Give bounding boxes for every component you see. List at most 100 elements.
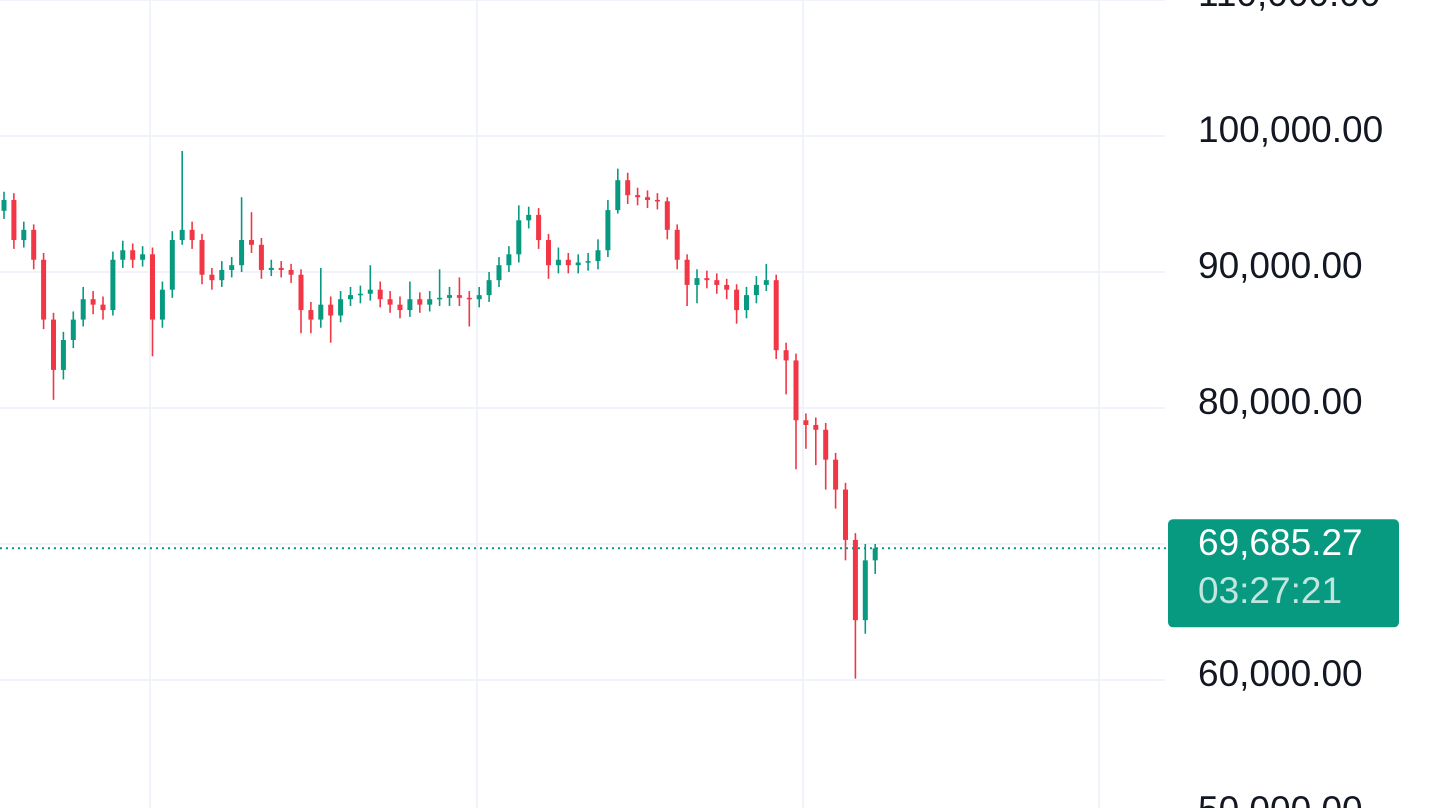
candle-body	[189, 229, 195, 241]
candle-body	[506, 254, 512, 266]
candle-body	[753, 284, 759, 296]
y-tick-label: 80,000.00	[1198, 381, 1363, 422]
last-price-box	[1168, 519, 1399, 628]
candle-body	[724, 284, 730, 290]
candle-body	[249, 240, 254, 245]
candle-body	[843, 489, 848, 540]
candle-body	[169, 240, 175, 290]
candle-body	[348, 295, 353, 300]
candle-body	[466, 297, 472, 300]
y-tick-label: 50,000.00	[1198, 789, 1363, 808]
candle-body	[694, 278, 700, 285]
candle-body	[664, 201, 670, 230]
candle-body	[407, 299, 413, 311]
y-tick-label: 90,000.00	[1198, 245, 1363, 286]
candle-body	[31, 229, 37, 260]
candle-body	[734, 289, 740, 311]
candle-body	[744, 295, 749, 311]
candle-body	[585, 261, 591, 263]
candle-body	[496, 265, 502, 281]
candle-body	[763, 280, 769, 285]
candle-body	[209, 274, 215, 281]
candle-body	[51, 319, 56, 370]
candle-body	[387, 299, 393, 305]
candle-body	[1, 199, 7, 211]
candle-body	[456, 295, 462, 298]
candle-body	[803, 420, 809, 425]
candle-body	[199, 240, 205, 275]
candle-body	[526, 214, 532, 221]
candle-body	[793, 360, 799, 421]
candle-body	[486, 280, 492, 296]
candle-body	[90, 299, 96, 305]
candle-body	[179, 229, 185, 241]
candle-body	[367, 289, 373, 294]
candle-body	[605, 210, 611, 251]
candle-body	[70, 319, 76, 340]
candle-body	[615, 180, 621, 211]
y-tick-label: 60,000.00	[1198, 653, 1363, 694]
candle-body	[60, 340, 66, 370]
candle-body	[872, 548, 878, 561]
candle-body	[120, 250, 126, 260]
y-tick-label: 110,000.00	[1198, 0, 1380, 14]
candle-body	[258, 244, 264, 270]
candle-body	[298, 274, 304, 311]
grid	[0, 0, 1165, 681]
candle-body	[229, 265, 235, 270]
last-price-label: 69,685.27	[1198, 522, 1363, 563]
candle-body	[159, 289, 165, 320]
candle-body	[397, 304, 403, 311]
candle-body	[11, 199, 17, 241]
candle-body	[862, 560, 868, 621]
candle-body	[684, 259, 690, 285]
candle-body	[80, 299, 86, 320]
candle-body	[447, 295, 452, 298]
candle-body	[268, 267, 274, 270]
candle-body	[100, 304, 106, 311]
candle-body	[546, 240, 551, 266]
candle-body	[595, 250, 601, 262]
candle-body	[536, 214, 542, 241]
candle-body	[219, 269, 225, 281]
candle-body	[328, 304, 334, 316]
candle-body	[773, 280, 779, 351]
candle-body	[476, 295, 482, 300]
candle-body	[288, 269, 294, 275]
candle-body	[21, 229, 27, 241]
candle-body	[338, 299, 344, 316]
candle-body	[714, 280, 720, 285]
candle-body	[377, 289, 383, 300]
candle-body	[239, 240, 245, 266]
candle-body	[704, 278, 710, 281]
candle-body	[110, 259, 116, 311]
candle-body	[674, 229, 680, 260]
candle-body	[427, 299, 433, 305]
candle-body	[516, 220, 522, 255]
y-tick-label: 100,000.00	[1198, 109, 1383, 150]
candle-body	[625, 180, 631, 196]
candle-body	[278, 267, 284, 270]
candle-body	[308, 310, 314, 320]
candle-body	[417, 299, 423, 305]
candle-body	[654, 199, 660, 202]
candle-body	[357, 293, 363, 296]
candle-body	[555, 259, 561, 266]
countdown: 03:27:21	[1198, 570, 1342, 611]
candle-body	[783, 350, 789, 361]
price-scale: 50,000.0060,000.0070,000.0080,000.0090,0…	[0, 0, 1399, 808]
candle-body	[437, 297, 443, 300]
candle-body	[813, 425, 819, 430]
candle-body	[852, 539, 858, 621]
candle-body	[833, 459, 839, 490]
candle-body	[635, 195, 641, 198]
candle-body	[150, 254, 155, 320]
candle-body	[130, 250, 136, 260]
candle-body	[318, 304, 324, 320]
candle-body	[645, 197, 650, 200]
candles	[1, 150, 878, 679]
candle-body	[575, 262, 581, 266]
candle-body	[140, 254, 146, 260]
candle-body	[565, 259, 571, 266]
